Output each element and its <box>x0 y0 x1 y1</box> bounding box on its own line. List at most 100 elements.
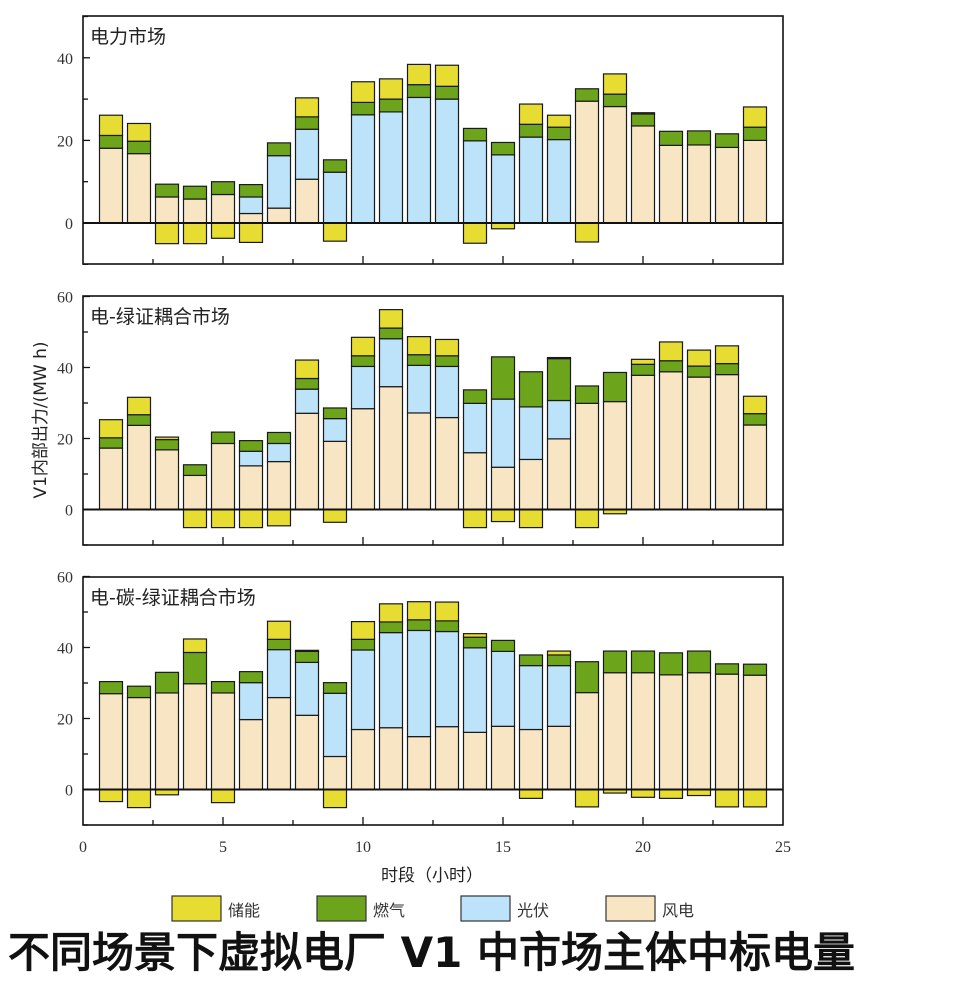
bar-segment <box>378 327 404 340</box>
bar-segment <box>154 671 180 694</box>
bar-segment <box>462 389 488 404</box>
bar-segment <box>742 424 768 511</box>
bar-segment <box>238 718 264 791</box>
bar-segment <box>238 508 264 529</box>
y-tick-label: 0 <box>65 216 73 233</box>
legend-swatch <box>171 895 222 922</box>
bar-segment <box>434 85 460 100</box>
bar-segment <box>574 100 600 224</box>
bar-segment <box>658 130 684 146</box>
bar-segment <box>350 638 376 651</box>
legend-item: 光伏 <box>460 895 549 922</box>
bar-segment <box>574 88 600 102</box>
y-tick-label: 40 <box>57 361 73 378</box>
bar-segment <box>518 654 544 667</box>
bar-segment <box>434 601 460 622</box>
bar-segment <box>686 349 712 367</box>
bar-segment <box>406 84 432 99</box>
bar-segment <box>574 788 600 808</box>
bar-segment <box>602 73 628 95</box>
bar-segment <box>154 692 180 791</box>
bar-segment <box>182 198 208 224</box>
bar-segment <box>154 449 180 511</box>
bar-segment <box>714 133 740 149</box>
bar-segment <box>546 665 572 727</box>
bar-segment <box>406 96 432 224</box>
bar-segment <box>266 649 292 699</box>
bar-segment <box>238 196 264 215</box>
bar-segment <box>378 309 404 329</box>
bar-segment <box>98 419 124 439</box>
bar-segment <box>266 696 292 791</box>
bar-segment <box>294 388 320 414</box>
bar-segment <box>322 755 348 791</box>
bar-segment <box>294 661 320 716</box>
legend-label: 燃气 <box>373 901 405 920</box>
bar-segment <box>518 458 544 511</box>
bar-segment <box>518 103 544 125</box>
bar-segment <box>602 371 628 403</box>
chart-panel-1: 0 20 40 电力市场 <box>57 15 784 265</box>
bar-segment <box>546 114 572 128</box>
bar-segment <box>630 650 656 674</box>
bar-segment <box>462 452 488 511</box>
bar-segment <box>406 629 432 738</box>
chart-panels: 0 20 40 电力市场 0 20 40 60 电-绿证耦合市场 0 20 40 60 电-碳-绿证耦合市… <box>57 15 784 826</box>
bar-segment <box>350 336 376 357</box>
bar-segment <box>378 338 404 388</box>
bar-segment <box>434 726 460 791</box>
bar-segment <box>238 671 264 684</box>
bar-segment <box>126 696 152 791</box>
bar-segment <box>378 621 404 634</box>
bar-segment <box>98 447 124 511</box>
x-tick-label: 0 <box>79 839 87 856</box>
bar-segment <box>322 440 348 511</box>
bar-segment <box>714 788 740 808</box>
bar-segment <box>546 725 572 791</box>
bar-segment <box>98 147 124 224</box>
bar-segment <box>686 130 712 146</box>
bar-segment <box>574 402 600 511</box>
panel-title: 电-碳-绿证耦合市场 <box>90 587 256 609</box>
bar-segment <box>742 139 768 224</box>
bar-segment <box>406 619 432 632</box>
chart-panel-2: 0 20 40 60 电-绿证耦合市场 <box>57 290 784 546</box>
bar-segment <box>714 663 740 675</box>
bar-segment <box>686 672 712 791</box>
bar-segment <box>322 222 348 242</box>
x-axis-label: 时段（小时） <box>381 866 483 886</box>
bar-segment <box>378 631 404 729</box>
bar-segment <box>490 141 516 156</box>
bar-segment <box>350 408 376 511</box>
bar-segment <box>518 406 544 461</box>
bar-segment <box>210 508 236 529</box>
bar-segment <box>238 465 264 511</box>
bar-segment <box>378 727 404 791</box>
bar-segment <box>434 620 460 633</box>
bar-segment <box>546 126 572 141</box>
figure-caption: 不同场景下虚拟电厂 V1 中市场主体中标电量 <box>8 928 855 977</box>
bar-segment <box>350 365 376 410</box>
bar-segment <box>490 154 516 224</box>
bar-segment <box>210 442 236 511</box>
bar-segment <box>210 193 236 224</box>
bar-segment <box>126 788 152 809</box>
bar-segment <box>658 788 684 799</box>
stacked-bar-chart-figure: 0 20 40 电力市场 0 20 40 60 电-绿证耦合市场 0 20 40 60 电-碳-绿证耦合市… <box>31 15 791 922</box>
bar-segment <box>154 438 180 451</box>
bar-segment <box>322 788 348 809</box>
bar-segment <box>630 125 656 224</box>
bar-segment <box>266 442 292 463</box>
bar-segment <box>714 374 740 511</box>
bar-segment <box>602 400 628 511</box>
bar-segment <box>574 222 600 243</box>
bar-segment <box>238 450 264 467</box>
bar-segment <box>294 650 320 664</box>
bar-segment <box>406 63 432 86</box>
bar-segment <box>490 398 516 468</box>
bar-segment <box>294 714 320 791</box>
bar-segment <box>238 682 264 721</box>
x-tick-label: 5 <box>219 839 227 856</box>
bar-segment <box>294 359 320 380</box>
bar-segment <box>126 122 152 142</box>
